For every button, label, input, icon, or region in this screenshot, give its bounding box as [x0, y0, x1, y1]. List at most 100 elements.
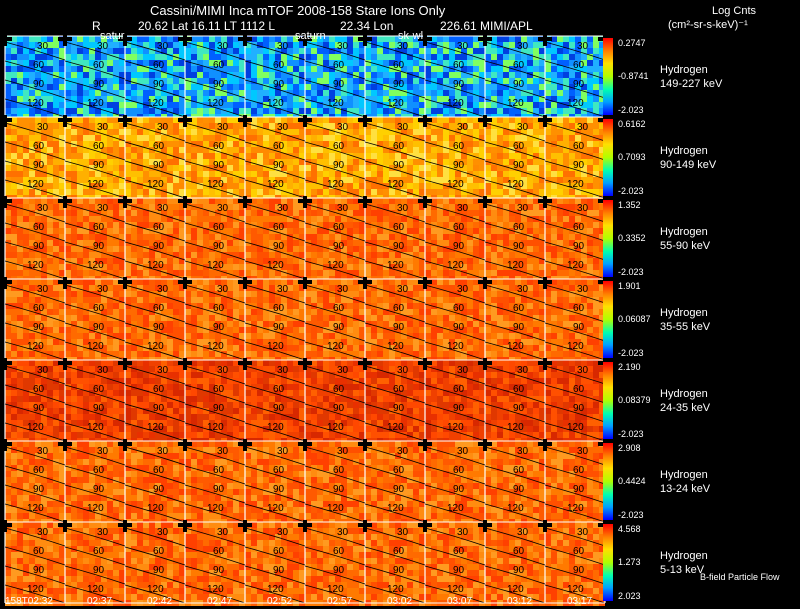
contour-label: 60 — [153, 222, 165, 233]
contour-label: 30 — [37, 41, 49, 52]
colorbar — [603, 119, 613, 196]
contour-label: 90 — [333, 241, 345, 252]
contour-label: 60 — [453, 141, 465, 152]
contour-label: 30 — [97, 203, 109, 214]
lat-info: 20.62 Lat 16.11 LT 1112 L — [138, 19, 276, 33]
species-label: Hydrogen — [660, 468, 708, 481]
contour-label: 60 — [393, 60, 405, 71]
contour-label: 120 — [507, 179, 524, 190]
contour-label: 120 — [327, 422, 344, 433]
overlay-label: saturn — [295, 30, 326, 42]
contour-label: 120 — [267, 503, 284, 514]
contour-label: 90 — [93, 403, 105, 414]
units-label: Log Cnts — [712, 5, 757, 17]
contour-label: 60 — [213, 384, 225, 395]
contour-label: 30 — [577, 284, 589, 295]
contour-label: 120 — [207, 503, 224, 514]
contour-label: 30 — [457, 284, 469, 295]
contour-label: 90 — [513, 79, 525, 90]
contour-label: 120 — [87, 260, 104, 271]
colorbar-tick-mid: 0.08379 — [618, 394, 651, 405]
time-label: 158T02:32 — [5, 596, 53, 607]
time-label: 02:42 — [147, 596, 173, 607]
contour-label: 30 — [97, 365, 109, 376]
contour-label: 90 — [213, 241, 225, 252]
contour-label: 60 — [573, 60, 585, 71]
contour-label: 60 — [33, 60, 45, 71]
contour-label: 120 — [567, 422, 584, 433]
contour-label: 120 — [207, 98, 224, 109]
contour-label: 60 — [93, 384, 105, 395]
contour-label: 90 — [213, 160, 225, 171]
contour-label: 120 — [147, 260, 164, 271]
overlay-label: sk-wl — [398, 30, 424, 42]
row-label: Hydrogen 55-90 keV — [660, 225, 710, 253]
contour-label: 90 — [93, 565, 105, 576]
contour-label: 90 — [273, 79, 285, 90]
contour-label: 120 — [447, 584, 464, 595]
contour-label: 60 — [153, 465, 165, 476]
contour-label: 120 — [507, 584, 524, 595]
contour-label: 120 — [387, 179, 404, 190]
contour-label: 60 — [153, 141, 165, 152]
contour-label: 90 — [393, 565, 405, 576]
contour-label: 90 — [333, 322, 345, 333]
contour-label: 60 — [513, 465, 525, 476]
panel-row — [0, 196, 612, 282]
contour-label: 30 — [397, 527, 409, 538]
contour-label: 90 — [573, 160, 585, 171]
contour-label: 120 — [267, 341, 284, 352]
colorbar-tick-min: 2.023 — [618, 591, 641, 601]
contour-label: 60 — [453, 222, 465, 233]
contour-label: 60 — [213, 546, 225, 557]
contour-label: 90 — [213, 403, 225, 414]
contour-label: 90 — [153, 79, 165, 90]
contour-label: 120 — [27, 422, 44, 433]
apl-info: 226.61 MIMI/APL — [440, 19, 533, 33]
contour-label: 90 — [513, 322, 525, 333]
time-label: 03:07 — [447, 596, 473, 607]
contour-label: 90 — [393, 484, 405, 495]
contour-label: 120 — [207, 422, 224, 433]
contour-label: 30 — [517, 284, 529, 295]
contour-label: 120 — [207, 179, 224, 190]
contour-label: 60 — [93, 222, 105, 233]
contour-label: 30 — [337, 527, 349, 538]
contour-label: 30 — [217, 365, 229, 376]
contour-label: 30 — [517, 365, 529, 376]
contour-label: 60 — [153, 303, 165, 314]
contour-label: 60 — [393, 546, 405, 557]
contour-label: 90 — [453, 241, 465, 252]
colorbar-tick-mid: 1.273 — [618, 556, 641, 567]
contour-label: 90 — [213, 484, 225, 495]
contour-label: 30 — [397, 446, 409, 457]
contour-label: 60 — [513, 546, 525, 557]
contour-label: 120 — [27, 98, 44, 109]
contour-label: 120 — [327, 260, 344, 271]
contour-label: 60 — [273, 60, 285, 71]
contour-label: 30 — [157, 527, 169, 538]
contour-label: 30 — [157, 122, 169, 133]
units-formula: (cm²-sr-s-keV)⁻¹ — [668, 19, 748, 31]
contour-label: 60 — [333, 465, 345, 476]
contour-label: 90 — [273, 484, 285, 495]
colorbar — [603, 443, 613, 520]
contour-label: 30 — [457, 446, 469, 457]
contour-label: 90 — [573, 484, 585, 495]
species-label: Hydrogen — [660, 225, 708, 238]
contour-label: 120 — [387, 260, 404, 271]
contour-label: 30 — [457, 527, 469, 538]
contour-label: 90 — [153, 403, 165, 414]
contour-label: 60 — [513, 303, 525, 314]
contour-label: 30 — [37, 365, 49, 376]
contour-label: 60 — [513, 222, 525, 233]
contour-label: 90 — [333, 79, 345, 90]
contour-label: 30 — [217, 203, 229, 214]
colorbar-tick-max: 0.2747 — [618, 38, 646, 48]
contour-label: 90 — [93, 160, 105, 171]
overlay-label: satur — [100, 30, 125, 42]
contour-label: 90 — [573, 322, 585, 333]
contour-label: 90 — [453, 565, 465, 576]
contour-label: 30 — [457, 122, 469, 133]
